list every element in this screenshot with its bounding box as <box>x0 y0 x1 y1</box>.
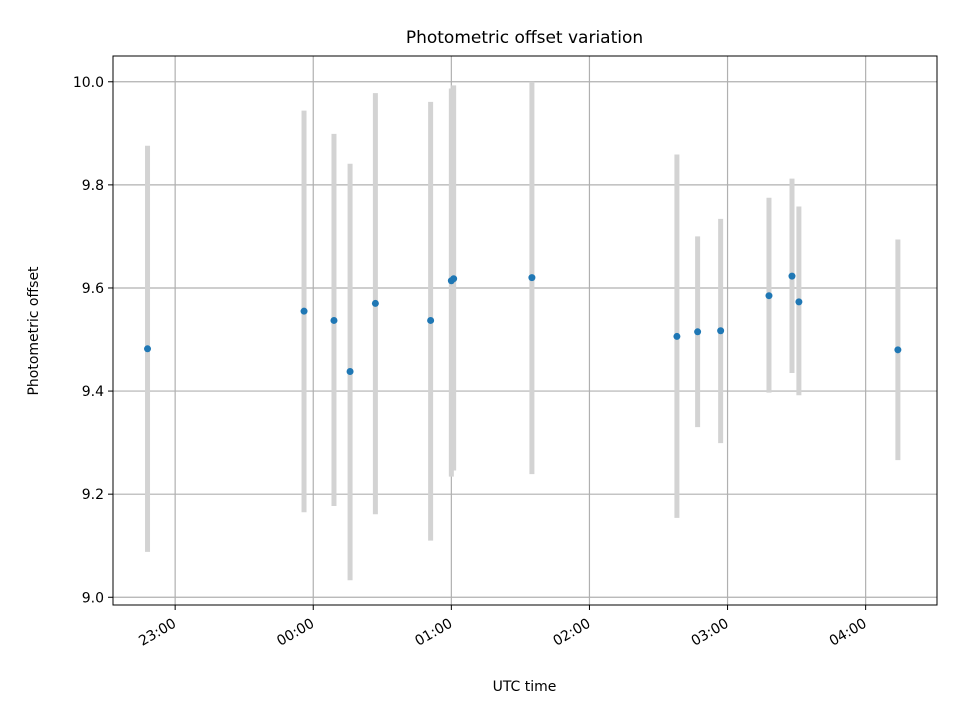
y-axis-ticks: 9.0 9.2 9.4 9.6 9.8 10.0 <box>73 75 113 606</box>
y-tick-label: 9.0 <box>82 590 104 606</box>
data-point <box>144 345 152 353</box>
data-point <box>673 332 681 340</box>
data-points <box>144 272 902 375</box>
data-point <box>795 298 803 306</box>
y-tick-label: 10.0 <box>73 75 104 91</box>
y-axis-label: Photometric offset <box>26 266 42 396</box>
data-point <box>894 346 902 354</box>
data-point <box>765 292 773 300</box>
data-point <box>346 367 354 375</box>
chart-title: Photometric offset variation <box>406 28 643 48</box>
data-point <box>717 327 725 335</box>
data-point <box>694 328 702 336</box>
y-tick-label: 9.2 <box>82 487 104 503</box>
y-tick-label: 9.8 <box>82 178 104 194</box>
data-point <box>528 274 536 282</box>
data-point <box>450 275 458 283</box>
data-point <box>330 316 338 324</box>
data-point <box>788 272 796 280</box>
x-axis-label: UTC time <box>493 679 557 695</box>
y-tick-label: 9.4 <box>82 384 104 400</box>
data-point <box>427 316 435 324</box>
y-tick-label: 9.6 <box>82 281 104 297</box>
data-point <box>371 299 379 307</box>
plot-area-frame <box>112 55 938 606</box>
data-point <box>300 307 308 315</box>
